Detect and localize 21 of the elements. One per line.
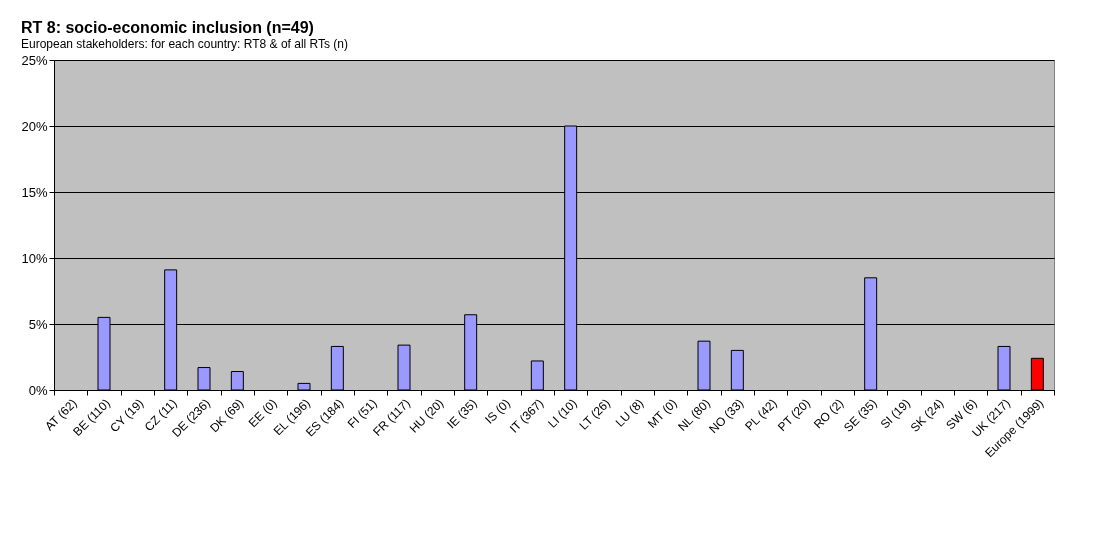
bar (230, 371, 244, 391)
x-tick-label: LU (8) (612, 396, 647, 430)
y-tick-label: 25% (21, 52, 48, 68)
x-tick-label: IE (35) (444, 396, 480, 432)
chart-subtitle: European stakeholders: for each country: RT8 & of all RTs (n) (20, 37, 349, 51)
bar (530, 360, 544, 391)
y-tick-label: 0% (28, 382, 48, 398)
bar (397, 344, 411, 391)
y-tick-label: 15% (21, 184, 48, 200)
bar (330, 345, 344, 391)
y-tick-label: 5% (28, 316, 48, 332)
bar (297, 382, 311, 391)
chart-title: RT 8: socio-economic inclusion (n=49) (20, 19, 314, 36)
bar (1030, 357, 1044, 391)
bar (997, 345, 1011, 391)
y-tick-label: 20% (21, 118, 48, 134)
bar (197, 367, 211, 391)
x-tick-label: LI (10) (545, 396, 580, 431)
bar (697, 340, 711, 391)
y-tick-label: 10% (21, 250, 48, 266)
bar (730, 349, 744, 391)
